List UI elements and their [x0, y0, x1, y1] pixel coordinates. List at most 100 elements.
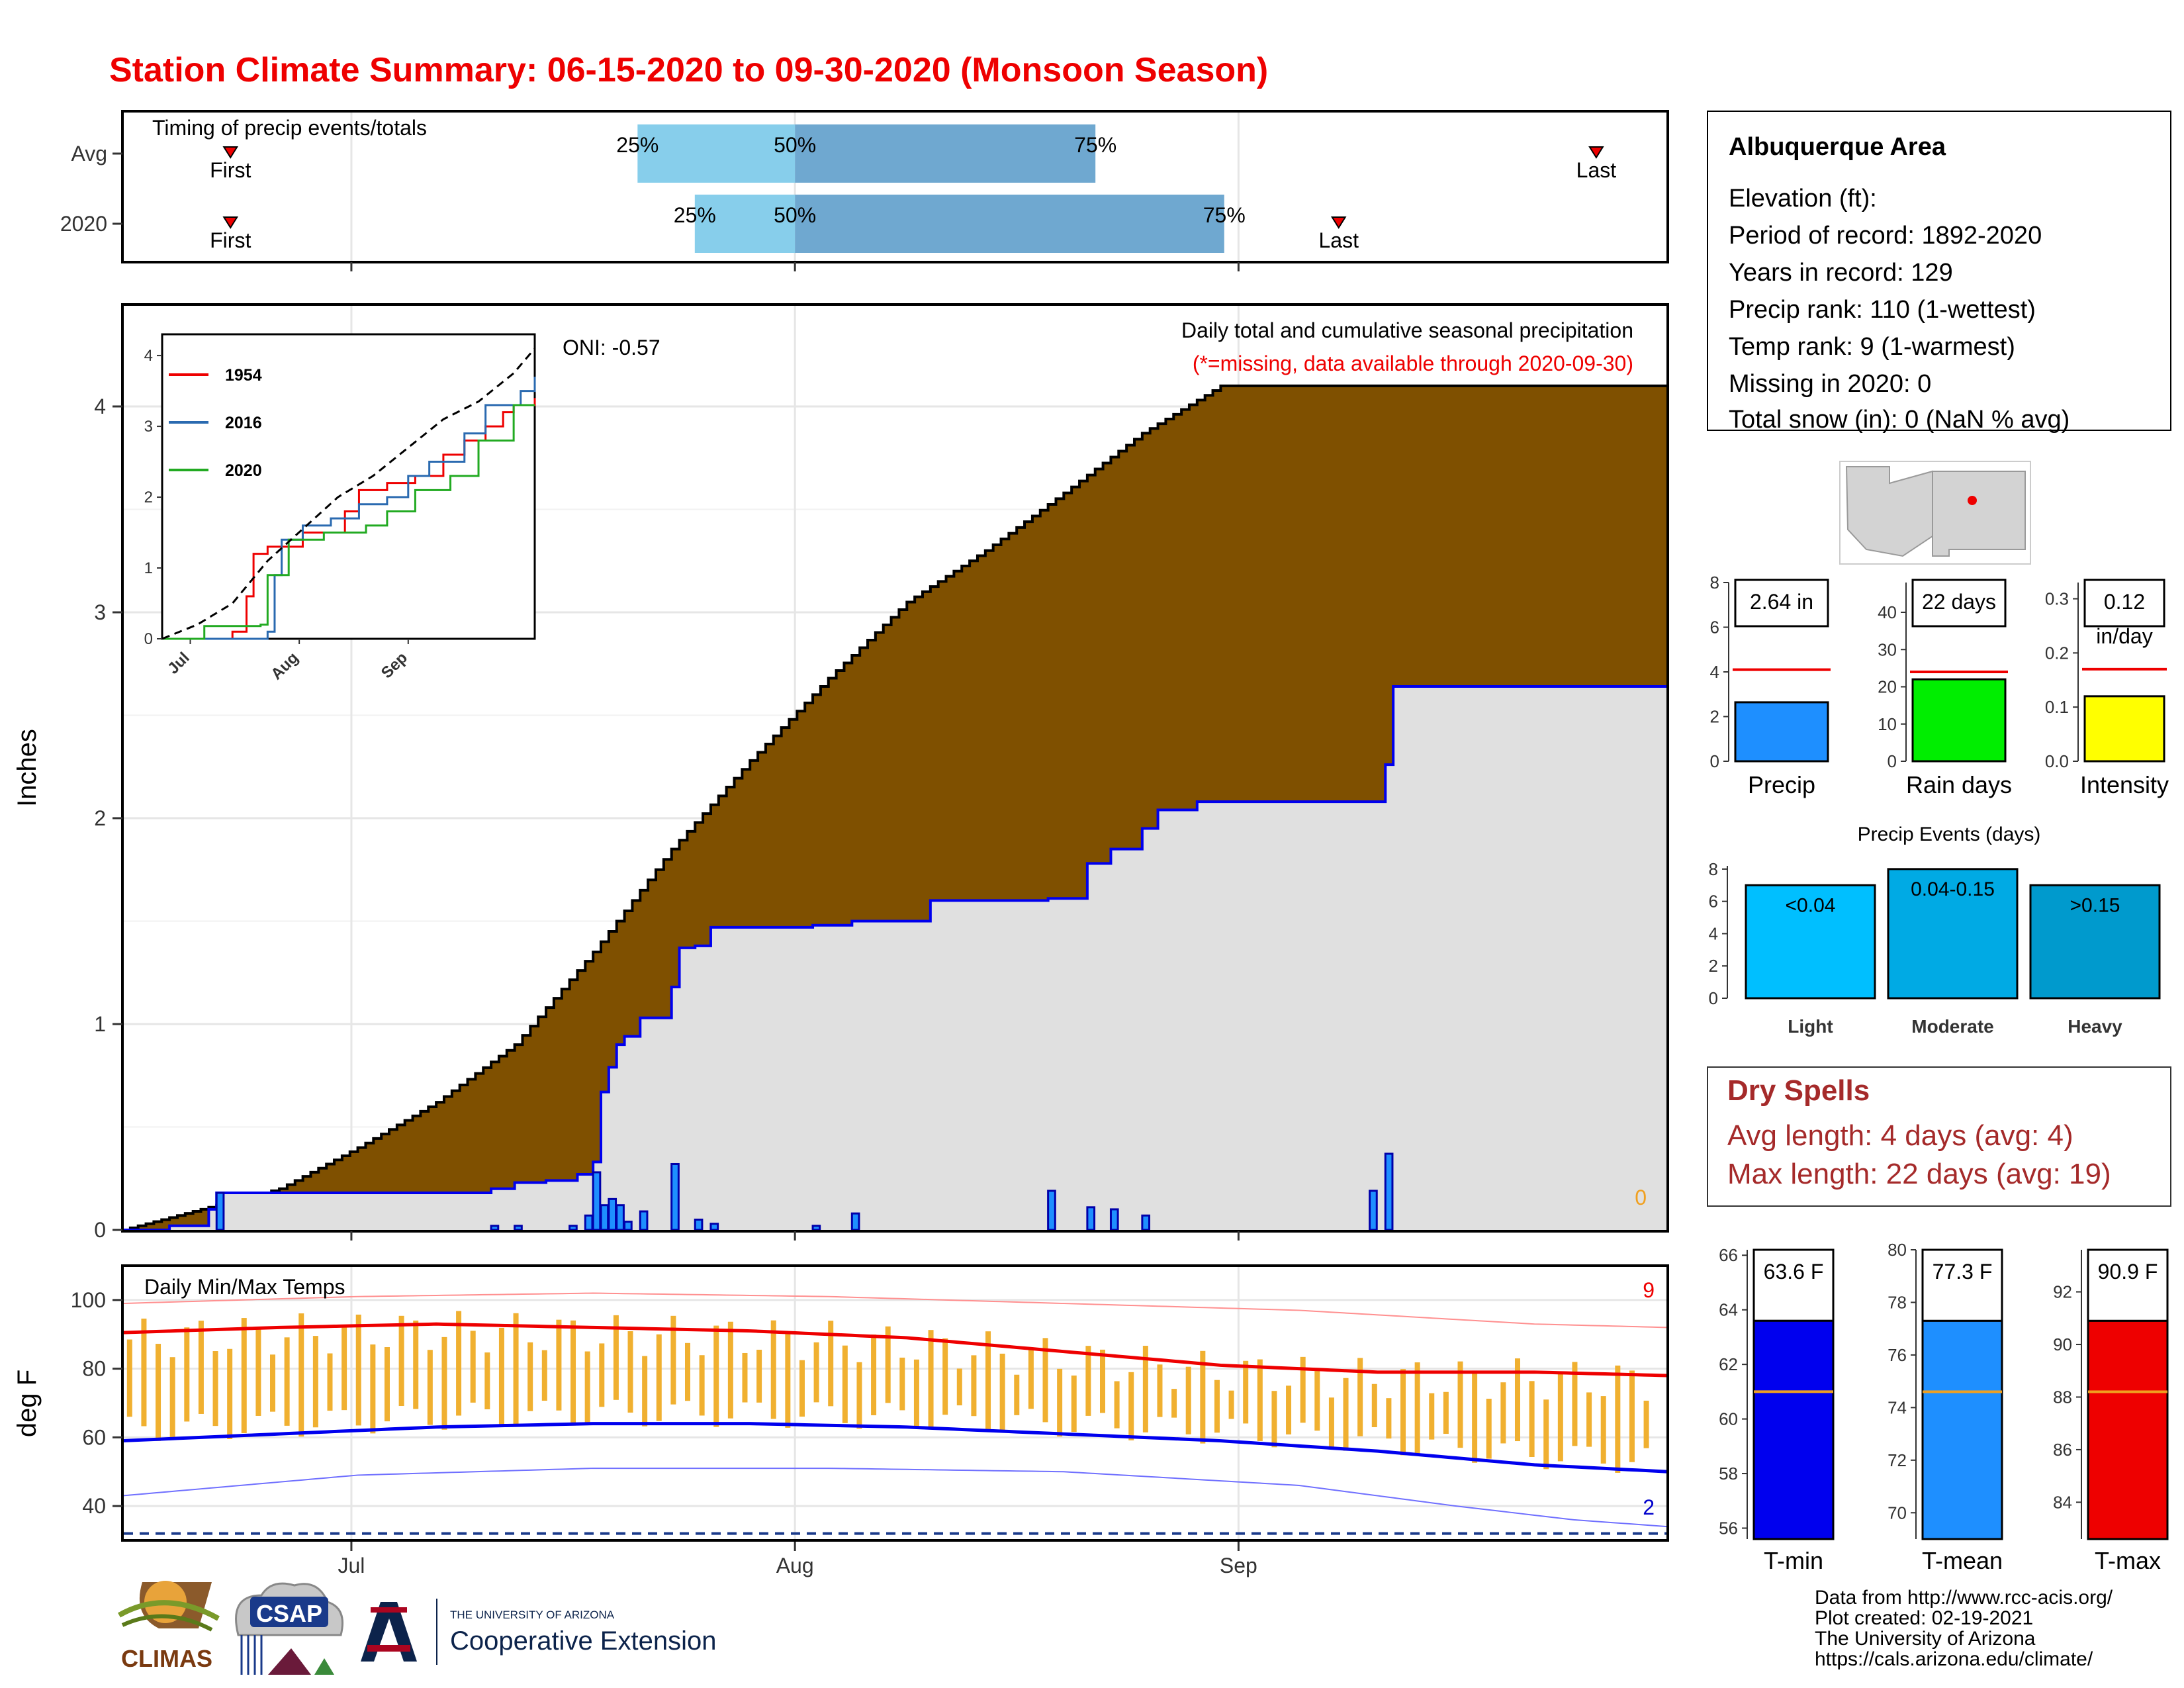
temp-daily-bar-54	[899, 1357, 905, 1411]
temp-daily-bar-4	[184, 1327, 190, 1422]
daily-precip-bar-15	[850, 1212, 860, 1231]
inset-legend-label-2: 2020	[225, 461, 262, 480]
summary-y-tick-label-1-0: 0	[1888, 751, 1897, 771]
tsum-y-tick-label-1-3: 76	[1888, 1345, 1907, 1365]
footer-org: The University of Arizona	[1815, 1628, 2036, 1650]
temp-daily-bar-34	[613, 1315, 619, 1400]
temp-daily-bar-96	[1500, 1382, 1506, 1444]
events-bar-2	[2029, 884, 2161, 1000]
temp-daily-bar-14	[327, 1353, 333, 1411]
timing-row-label-2020: 2020	[60, 212, 107, 236]
temp-daily-bar-78	[1243, 1360, 1249, 1424]
timing-label-50-0: 50%	[774, 133, 816, 157]
temp-daily-bar-33	[599, 1343, 605, 1407]
temp-daily-bar-94	[1472, 1370, 1478, 1463]
cumulative-2020-area	[122, 686, 1668, 1230]
temp-daily-bar-90	[1414, 1362, 1420, 1455]
ua-logo-big-text: Cooperative Extension	[450, 1626, 716, 1656]
temp-y-tick-label-2: 80	[82, 1357, 106, 1381]
events-bar-range-0: <0.04	[1786, 894, 1836, 916]
temp-daily-bar-74	[1185, 1366, 1191, 1434]
precip-y-tick-label-3: 3	[94, 600, 106, 624]
station-location-marker	[1968, 496, 1977, 505]
tsum-bar-1	[1921, 1319, 2003, 1540]
temp-daily-bar-52	[871, 1334, 877, 1415]
temp-summary-charts: 56 58 60 62 64 66 63.6 F T-min 70 72 74 76 78 80 77.3 …	[1719, 1240, 2169, 1574]
tsum-bar-2	[2087, 1319, 2169, 1540]
climas-logo: CLIMAS	[118, 1581, 220, 1672]
precip-events-chart: Precip Events (days) 0 2 4 6 8 <0.04 Light 0.04…	[1709, 823, 2171, 1037]
inset-y-tick-label-2: 2	[144, 489, 153, 506]
timing-label-25-1: 25%	[674, 203, 716, 227]
temp-daily-bar-62	[1014, 1374, 1020, 1415]
temp-daily-bar-86	[1357, 1358, 1363, 1436]
temp-daily-bar-55	[913, 1359, 919, 1427]
tsum-y-tick-label-2-4: 92	[2053, 1282, 2072, 1302]
temp-daily-bar-29	[541, 1350, 547, 1401]
temp-daily-bar-46	[785, 1332, 791, 1428]
tsum-y-tick-label-0-3: 62	[1719, 1354, 1738, 1374]
footer-url: https://cals.arizona.edu/climate/	[1815, 1648, 2093, 1670]
dry-spells-box: Dry Spells Avg length: 4 days (avg: 4) M…	[1707, 1066, 2171, 1207]
temp-daily-bar-87	[1371, 1383, 1377, 1427]
summary-y-tick-label-1-4: 40	[1878, 602, 1897, 622]
temp-daily-bar-77	[1228, 1390, 1234, 1419]
summary-value-box-1	[1911, 579, 2007, 628]
tsum-y-tick-label-0-5: 66	[1719, 1245, 1738, 1265]
timing-row-label-avg: Avg	[71, 142, 107, 165]
precip-y-axis-label: Inches	[13, 729, 42, 807]
temp-daily-bar-97	[1514, 1358, 1520, 1442]
dry-spells-title: Dry Spells	[1727, 1074, 1870, 1107]
record-low-count: 2	[1643, 1495, 1655, 1519]
inset-y-tick-label-1: 1	[144, 559, 153, 577]
tsum-y-tick-label-1-2: 74	[1888, 1397, 1907, 1417]
temp-daily-bar-49	[828, 1321, 834, 1407]
location-map	[1839, 461, 2031, 565]
temp-daily-bar-63	[1028, 1350, 1034, 1409]
temp-daily-bar-65	[1057, 1368, 1063, 1437]
temp-daily-bar-30	[556, 1319, 562, 1411]
inset-line-2020	[162, 404, 535, 640]
daily-precip-bar-16	[1047, 1190, 1056, 1231]
summary-y-tick-label-0-3: 6	[1710, 618, 1719, 637]
daily-precip-bar-6	[600, 1204, 610, 1231]
events-y-tick-label-3: 6	[1709, 892, 1718, 912]
x-tick-label-2: Sep	[1220, 1554, 1257, 1577]
temp-daily-bar-41	[713, 1325, 719, 1427]
events-x-label-0: Light	[1788, 1016, 1833, 1037]
daily-precip-bar-13	[709, 1223, 719, 1231]
temp-daily-bar-100	[1557, 1372, 1563, 1462]
summary-y-tick-label-1-3: 30	[1878, 639, 1897, 659]
events-bar-1	[1887, 868, 2019, 1000]
summary-value-label-2: 0.12	[2104, 590, 2145, 614]
precip-y-tick-label-2: 2	[94, 806, 106, 830]
tsum-value-label-0: 63.6 F	[1764, 1260, 1824, 1284]
page-title: Station Climate Summary: 06-15-2020 to 0…	[109, 51, 1268, 89]
precip-panel: 0 1 2 3 4 Inches ONI: -0.57 Daily total and …	[13, 303, 1669, 1242]
temp-daily-bar-73	[1171, 1389, 1177, 1418]
temp-daily-bar-66	[1071, 1375, 1077, 1432]
tsum-y-tick-label-0-1: 58	[1719, 1464, 1738, 1483]
timing-label-75-0: 75%	[1074, 133, 1116, 157]
timing-bar-25-50-0	[637, 124, 796, 183]
tsum-x-label-0: T-min	[1764, 1547, 1823, 1574]
temp-daily-bar-71	[1142, 1346, 1148, 1432]
temp-daily-bar-47	[799, 1360, 805, 1417]
summary-y-tick-label-1-2: 20	[1878, 677, 1897, 697]
temp-daily-bar-92	[1443, 1391, 1449, 1434]
summary-bar-2	[2083, 695, 2165, 763]
timing-bar-50-75-0	[795, 124, 1096, 183]
temp-daily-bar-50	[842, 1345, 848, 1423]
cumulative-2020-line	[122, 684, 1668, 1231]
daily-precip-bar-10	[639, 1210, 649, 1231]
tsum-x-label-2: T-max	[2095, 1547, 2161, 1574]
temp-daily-bar-0	[126, 1339, 132, 1417]
temp-daily-bar-69	[1114, 1381, 1120, 1429]
temp-daily-bar-40	[699, 1355, 705, 1416]
temp-daily-bar-19	[398, 1315, 404, 1407]
events-bar-range-2: >0.15	[2070, 894, 2120, 916]
daily-precip-bar-7	[608, 1197, 617, 1231]
inset-y-tick-label-4: 4	[144, 347, 153, 365]
daily-precip-bar-11	[670, 1162, 680, 1231]
